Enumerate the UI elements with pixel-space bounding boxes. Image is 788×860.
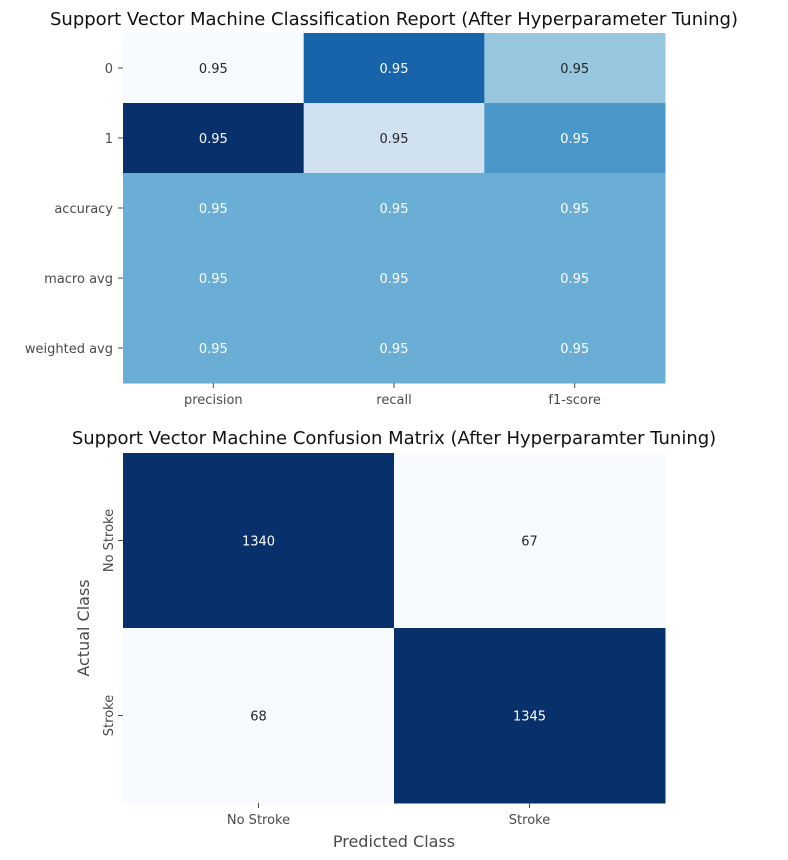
heatmap-cell (123, 243, 305, 314)
x-axis-label: Predicted Class (333, 832, 455, 851)
heatmap-cell (123, 173, 305, 244)
heatmap-cell (484, 103, 666, 174)
y-tick-label: 0 (105, 62, 113, 77)
cell-value-label: 0.95 (380, 132, 409, 147)
y-tick-label: accuracy (54, 202, 113, 217)
heatmap-cell (123, 453, 395, 629)
heatmap-cell (394, 628, 666, 804)
heatmap-cell (303, 313, 485, 384)
heatmap-cell (484, 313, 666, 384)
cell-value-label: 0.95 (560, 272, 589, 287)
y-axis-label: Actual Class (74, 579, 93, 676)
cell-value-label: 0.95 (380, 62, 409, 77)
cell-value-label: 0.95 (199, 272, 228, 287)
confusion-matrix-heatmap: Support Vector Machine Confusion Matrix … (72, 428, 716, 851)
heatmap-cell (123, 628, 395, 804)
heatmap-cell (484, 173, 666, 244)
x-tick-label: f1-score (548, 393, 600, 408)
confusion-matrix-title: Support Vector Machine Confusion Matrix … (72, 428, 716, 449)
cell-value-label: 0.95 (199, 132, 228, 147)
heatmap-cell (123, 33, 305, 104)
x-tick-label: Stroke (509, 813, 550, 828)
y-tick-label: Stroke (102, 695, 117, 736)
heatmap-cell (303, 103, 485, 174)
cell-value-label: 1340 (242, 535, 275, 550)
x-tick-label: No Stroke (227, 813, 290, 828)
heatmap-cell (484, 243, 666, 314)
heatmap-cell (484, 33, 666, 104)
cell-value-label: 0.95 (560, 132, 589, 147)
cell-value-label: 0.95 (380, 272, 409, 287)
cell-value-label: 1345 (513, 710, 546, 725)
cell-value-label: 0.95 (380, 342, 409, 357)
cell-value-label: 67 (521, 535, 538, 550)
y-tick-label: macro avg (44, 272, 113, 287)
cell-value-label: 0.95 (560, 62, 589, 77)
x-tick-label: recall (376, 393, 411, 408)
heatmap-cell (303, 243, 485, 314)
y-tick-label: No Stroke (102, 509, 117, 572)
cell-value-label: 0.95 (380, 202, 409, 217)
heatmap-cell (123, 313, 305, 384)
cell-value-label: 0.95 (199, 202, 228, 217)
cell-value-label: 0.95 (560, 342, 589, 357)
heatmap-cell (123, 103, 305, 174)
heatmap-cell (303, 173, 485, 244)
report-title: Support Vector Machine Classification Re… (50, 9, 738, 30)
heatmap-cell (303, 33, 485, 104)
cell-value-label: 0.95 (199, 342, 228, 357)
cell-value-label: 68 (250, 710, 267, 725)
y-tick-label: weighted avg (25, 342, 113, 357)
cell-value-label: 0.95 (199, 62, 228, 77)
x-tick-label: precision (184, 393, 243, 408)
heatmap-cell (394, 453, 666, 629)
cell-value-label: 0.95 (560, 202, 589, 217)
y-tick-label: 1 (105, 132, 113, 147)
classification-report-heatmap: Support Vector Machine Classification Re… (25, 9, 738, 408)
